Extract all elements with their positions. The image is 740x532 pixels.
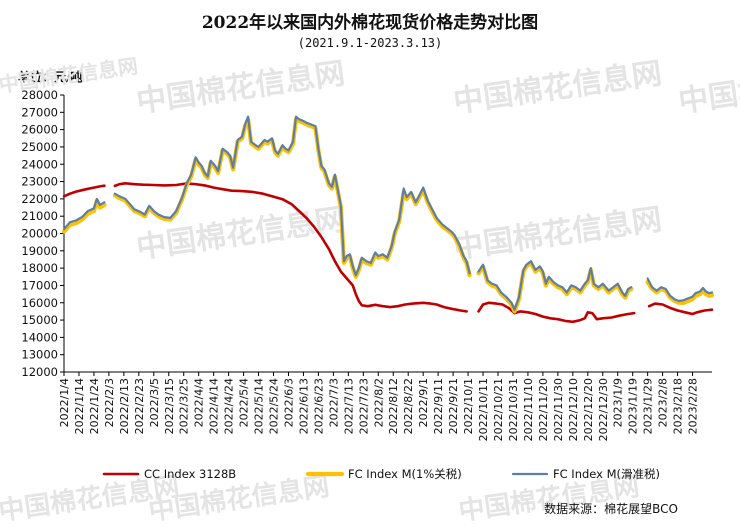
legend-label: FC Index M(滑准税)	[553, 467, 660, 481]
x-tick-label: 2022/7/13	[342, 378, 355, 434]
chart-title: 2022年以来国内外棉花现货价格走势对比图	[201, 13, 539, 33]
y-tick-label: 21000	[21, 209, 58, 223]
x-tick-label: 2022/12/30	[597, 378, 610, 441]
x-tick-label: 2022/3/15	[163, 378, 176, 434]
x-tick-label: 2022/12/10	[567, 378, 580, 441]
x-tick-label: 2022/2/13	[118, 378, 131, 434]
x-tick-label: 2022/6/23	[312, 378, 325, 434]
x-tick-label: 2022/9/21	[447, 378, 460, 434]
x-tick-label: 2023/1/9	[612, 378, 625, 427]
series-line-segment	[646, 277, 714, 303]
y-tick-label: 24000	[21, 157, 58, 171]
x-tick-label: 2023/1/29	[642, 378, 655, 434]
y-tick-label: 22000	[21, 192, 58, 206]
x-tick-label: 2022/8/2	[372, 378, 385, 427]
series-line-segment	[476, 260, 634, 314]
y-tick-label: 27000	[21, 105, 58, 119]
legend-label: FC Index M(1%关税)	[348, 467, 462, 481]
y-tick-label: 23000	[21, 175, 58, 189]
watermark-text: 中国棉花信息网	[451, 202, 664, 266]
x-tick-label: 2022/9/11	[432, 378, 445, 434]
x-tick-label: 2022/3/25	[178, 378, 191, 434]
legend: CC Index 3128B FC Index M(1%关税) FC Index M…	[102, 467, 660, 481]
series-1-line	[62, 182, 714, 324]
x-tick-label: 2022/10/31	[507, 378, 520, 441]
x-tick-label: 2022/5/14	[253, 378, 266, 434]
series-line-segment	[113, 115, 471, 277]
series-line-segment	[62, 197, 106, 231]
x-tick-label: 2022/1/4	[58, 378, 71, 427]
x-tick-label: 2022/11/30	[552, 378, 565, 441]
y-tick-label: 18000	[21, 261, 58, 275]
x-tick-label: 2022/11/10	[522, 378, 535, 441]
chart-subtitle: (2021.9.1-2023.3.13)	[297, 36, 443, 50]
x-tick-label: 2023/2/28	[687, 378, 700, 434]
x-tick-label: 2022/4/14	[208, 378, 221, 434]
x-tick-label: 2023/2/18	[672, 378, 685, 434]
x-tick-label: 2022/8/12	[387, 378, 400, 434]
y-tick-label: 15000	[21, 313, 58, 327]
series-line-segment	[477, 260, 633, 311]
y-tick-label: 17000	[21, 278, 58, 292]
watermark-text: 中国棉花信息网	[676, 56, 740, 120]
x-tick-label: 2022/7/3	[327, 378, 340, 427]
series-3-line	[62, 115, 714, 311]
x-tick-label: 2023/2/8	[657, 378, 670, 427]
x-tick-label: 2022/9/1	[417, 378, 430, 427]
y-tick-label: 20000	[21, 227, 58, 241]
axes: 12000 13000 14000 15000 16000 17000 18000 19000…	[21, 88, 712, 441]
x-tick-label: 2023/1/19	[627, 378, 640, 434]
watermark-text: 中国棉花信息网	[451, 56, 664, 120]
x-tick-label: 2022/6/13	[297, 378, 310, 434]
x-tick-label: 2022/5/4	[238, 378, 251, 427]
x-tick-label: 2022/2/23	[133, 378, 146, 434]
x-tick-label: 2022/3/5	[148, 378, 161, 427]
y-tick-label: 12000	[21, 365, 58, 379]
series-line-segment	[62, 184, 106, 198]
series-line-segment	[645, 279, 715, 305]
y-tick-label: 26000	[21, 123, 58, 137]
watermark-text: 中国棉花信息网	[134, 202, 347, 266]
legend-label: CC Index 3128B	[144, 467, 236, 481]
x-tick-label: 2022/4/4	[193, 378, 206, 427]
x-tick-label: 2022/10/11	[477, 378, 490, 441]
series-line-segment	[477, 301, 636, 324]
y-tick-label: 16000	[21, 296, 58, 310]
x-tick-label: 2022/1/14	[73, 378, 86, 434]
x-tick-label: 2022/6/3	[282, 378, 295, 427]
series-line-segment	[647, 302, 714, 316]
y-tick-label: 25000	[21, 140, 58, 154]
y-tick-label: 19000	[21, 244, 58, 258]
x-tick-label: 2022/4/24	[223, 378, 236, 434]
unit-label: 单位：元/吨	[18, 70, 83, 84]
series-line-segment	[113, 182, 468, 313]
x-tick-label: 2022/10/1	[462, 378, 475, 434]
x-tick-label: 2022/7/23	[357, 378, 370, 434]
x-tick-label: 2022/2/3	[103, 378, 116, 427]
x-tick-label: 2022/8/22	[402, 378, 415, 434]
x-tick-label: 2022/10/21	[492, 378, 505, 441]
data-source: 数据来源：棉花展望BCO	[544, 502, 678, 516]
y-tick-label: 14000	[21, 330, 58, 344]
watermark-text: 中国棉花信息网	[134, 56, 347, 120]
y-tick-label: 13000	[21, 348, 58, 362]
x-tick-label: 2022/11/20	[537, 378, 550, 441]
x-tick-label: 2022/5/24	[268, 378, 281, 434]
y-tick-label: 28000	[21, 88, 58, 102]
x-tick-label: 2022/12/20	[582, 378, 595, 441]
series-lines	[61, 115, 715, 324]
x-tick-label: 2022/1/24	[88, 378, 101, 434]
